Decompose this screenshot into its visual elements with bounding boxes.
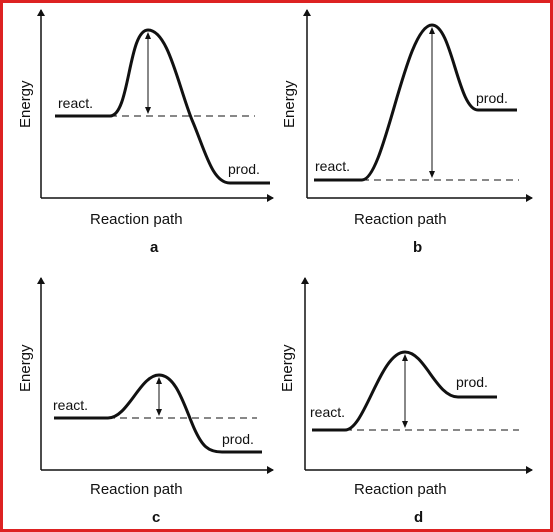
energy-curve xyxy=(55,28,270,185)
x-axis-label: Reaction path xyxy=(354,481,447,498)
reactant-label: react. xyxy=(310,404,345,420)
reactant-label: react. xyxy=(58,95,93,111)
energy-curve xyxy=(314,23,517,182)
panel-letter: d xyxy=(414,509,423,526)
product-label: prod. xyxy=(222,431,254,447)
panel-letter: a xyxy=(150,239,159,256)
product-label: prod. xyxy=(228,161,260,177)
panel-c: react. prod. Energy Reaction path c xyxy=(17,277,274,526)
panel-a: react. prod. Energy Reaction path a xyxy=(17,9,274,256)
panel-letter: c xyxy=(152,509,160,526)
reactant-label: react. xyxy=(315,158,350,174)
y-axis-label: Energy xyxy=(279,344,296,392)
y-axis-label: Energy xyxy=(17,344,34,392)
y-axis-label: Energy xyxy=(281,80,298,128)
reactant-label: react. xyxy=(53,397,88,413)
product-label: prod. xyxy=(456,374,488,390)
product-label: prod. xyxy=(476,90,508,106)
panel-d: react. prod. Energy Reaction path d xyxy=(279,277,533,526)
panel-letter: b xyxy=(413,239,422,256)
x-axis-label: Reaction path xyxy=(90,481,183,498)
energy-curve xyxy=(312,350,497,432)
energy-curve xyxy=(54,373,262,454)
x-axis-label: Reaction path xyxy=(354,211,447,228)
x-axis-label: Reaction path xyxy=(90,211,183,228)
y-axis-label: Energy xyxy=(17,80,34,128)
panel-b: react. prod. Energy Reaction path b xyxy=(281,9,533,256)
